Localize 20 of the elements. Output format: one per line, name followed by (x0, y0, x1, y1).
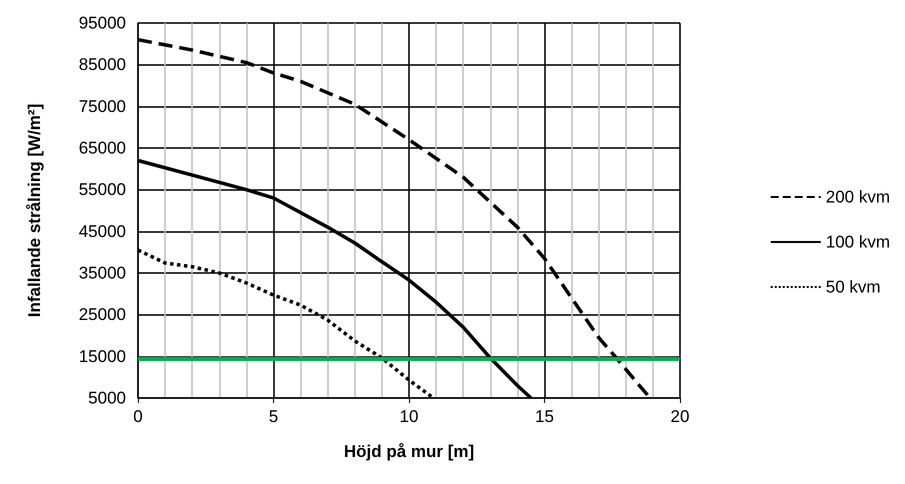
y-tick-label: 85000 (78, 55, 126, 74)
x-tick-label: 15 (535, 407, 554, 426)
y-tick-label: 75000 (78, 96, 126, 116)
x-tick-label: 5 (268, 407, 278, 426)
x-tick-label: 0 (133, 407, 143, 426)
y-tick-label: 5000 (88, 388, 126, 408)
y-tick-label: 15000 (78, 346, 126, 366)
x-axis-title: Höjd på mur [m] (344, 442, 474, 461)
y-axis-title: Infallande strålning [W/m²] (25, 104, 44, 318)
y-tick-label: 45000 (78, 222, 126, 241)
y-tick-label: 95000 (78, 14, 126, 32)
y-tick-label: 55000 (78, 180, 126, 200)
x-tick-label: 10 (400, 407, 418, 426)
x-tick-label: 20 (670, 407, 690, 426)
y-tick-label: 25000 (78, 305, 126, 324)
y-tick-label: 65000 (78, 138, 126, 158)
legend-label: 200 kvm (826, 188, 890, 206)
legend-label: 100 kvm (826, 232, 890, 252)
legend-label: 50 kvm (826, 278, 881, 296)
y-tick-label: 35000 (78, 264, 126, 282)
